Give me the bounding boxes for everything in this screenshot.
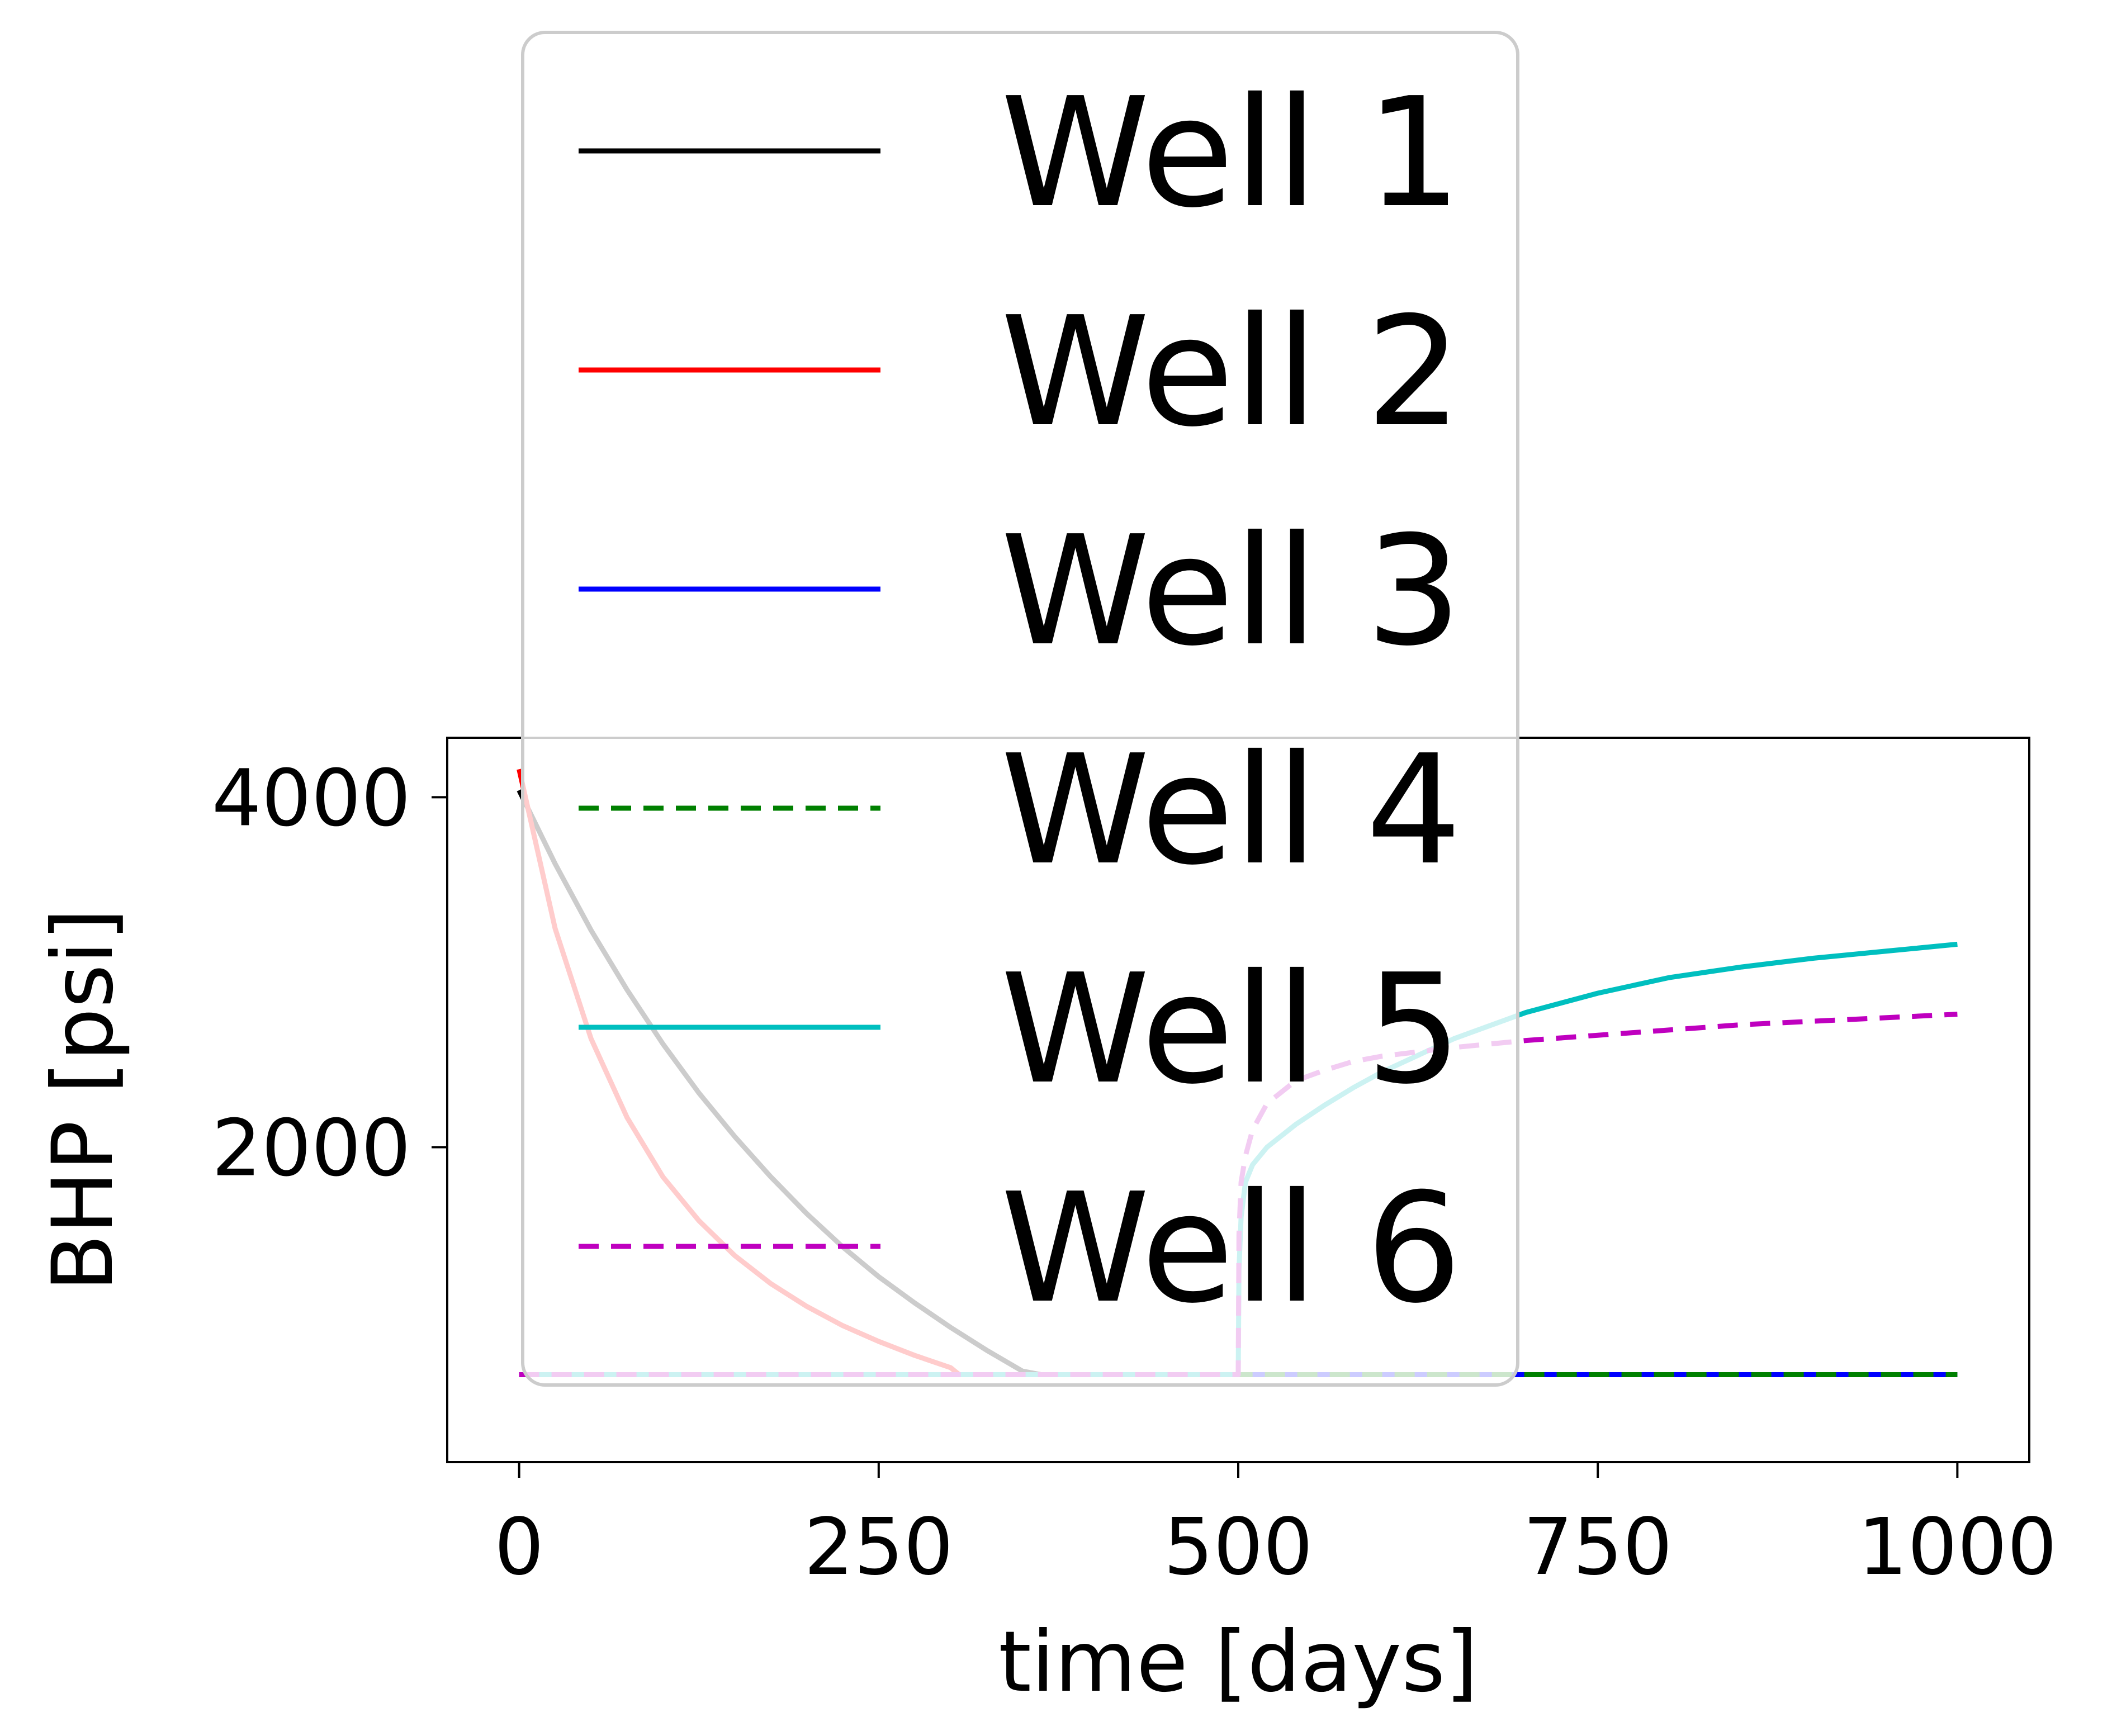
y-tick-label: 2000 (212, 1103, 411, 1194)
legend-label-well-6: Well 6 (1001, 1160, 1462, 1336)
legend-label-well-1: Well 1 (1001, 65, 1462, 241)
x-tick-label: 250 (804, 1502, 953, 1593)
x-tick-label: 1000 (1858, 1502, 2057, 1593)
x-tick-label: 500 (1163, 1502, 1313, 1593)
y-tick-label: 4000 (212, 753, 411, 844)
x-axis-ticks: 0 250 500 750 1000 (494, 1462, 2057, 1593)
y-axis-label: BHP [psi] (35, 908, 132, 1292)
legend-label-well-3: Well 3 (1001, 503, 1462, 679)
y-axis-ticks: 2000 4000 (212, 753, 447, 1194)
legend: Well 1 Well 2 Well 3 Well 4 Well 5 Well 6 (521, 31, 1519, 1387)
x-tick-label: 750 (1523, 1502, 1673, 1593)
legend-label-well-5: Well 5 (1001, 941, 1462, 1117)
legend-label-well-4: Well 4 (1001, 722, 1462, 898)
x-axis-label: time [days] (998, 1614, 1478, 1711)
legend-label-well-2: Well 2 (1001, 284, 1462, 460)
x-tick-label: 0 (494, 1502, 544, 1593)
